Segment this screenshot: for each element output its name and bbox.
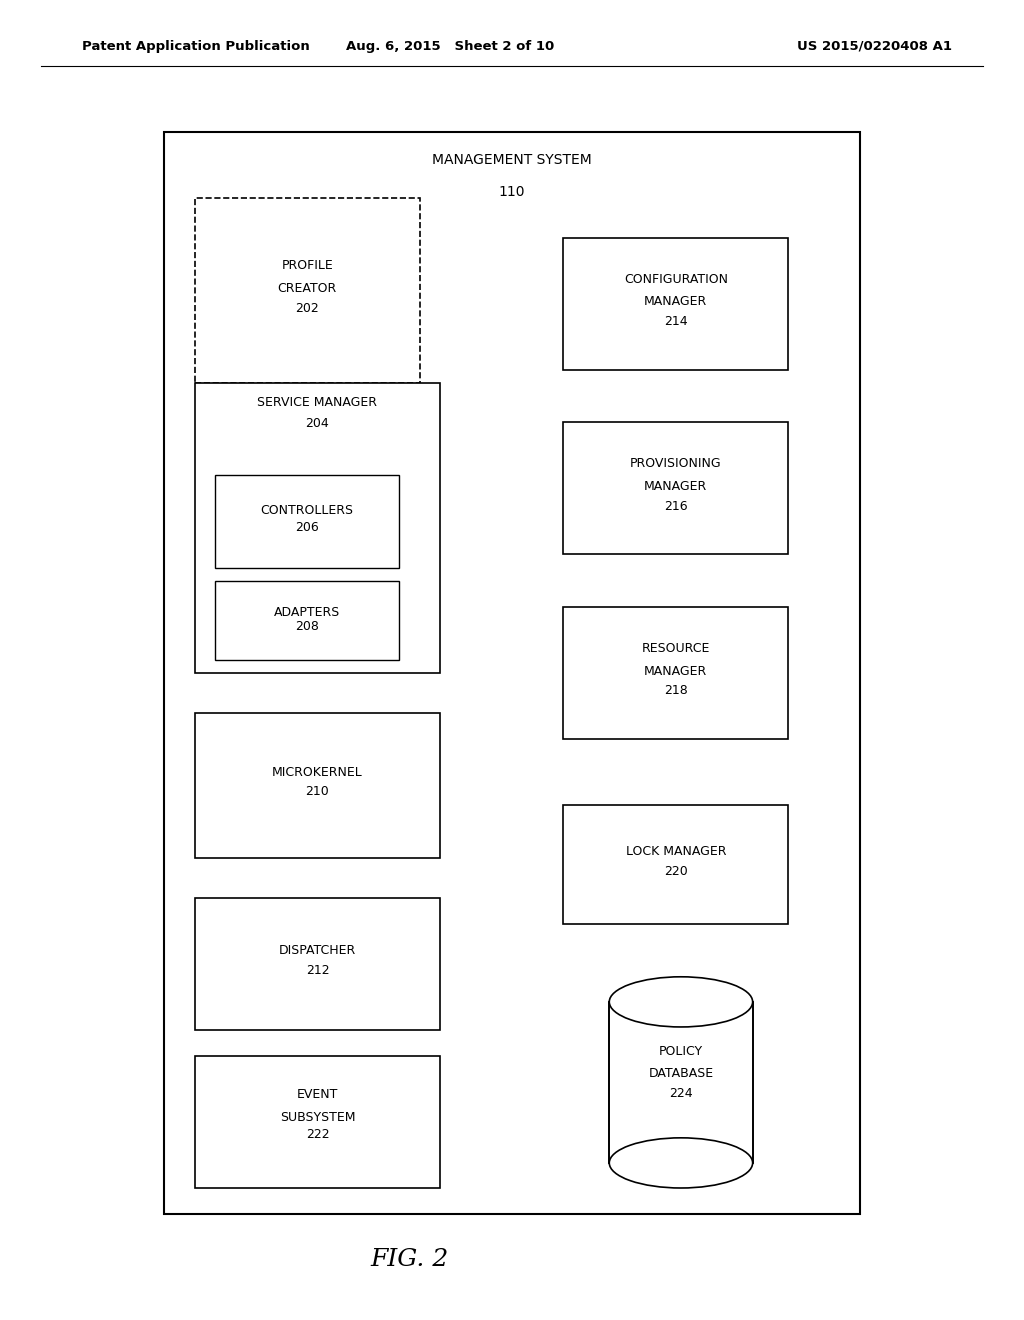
Text: SERVICE MANAGER: SERVICE MANAGER: [257, 396, 378, 409]
Text: 202: 202: [295, 301, 319, 314]
Text: LOCK MANAGER: LOCK MANAGER: [626, 845, 726, 858]
Bar: [164, 132, 860, 1214]
Bar: [195, 383, 440, 673]
Text: 212: 212: [305, 964, 330, 977]
Bar: [215, 581, 399, 660]
Bar: [563, 238, 788, 370]
Bar: [563, 607, 788, 739]
Text: CONFIGURATION: CONFIGURATION: [624, 273, 728, 285]
Text: MANAGER: MANAGER: [644, 480, 708, 492]
Bar: [195, 898, 440, 1030]
Ellipse shape: [609, 1138, 753, 1188]
Text: Aug. 6, 2015   Sheet 2 of 10: Aug. 6, 2015 Sheet 2 of 10: [346, 40, 555, 53]
Text: PROVISIONING: PROVISIONING: [630, 458, 722, 470]
Text: 220: 220: [664, 865, 688, 878]
Text: DATABASE: DATABASE: [648, 1068, 714, 1080]
Text: 208: 208: [295, 620, 319, 634]
Text: EVENT: EVENT: [297, 1089, 338, 1101]
Text: MANAGEMENT SYSTEM: MANAGEMENT SYSTEM: [432, 153, 592, 168]
Text: 222: 222: [305, 1127, 330, 1140]
Text: POLICY: POLICY: [658, 1045, 703, 1057]
Text: RESOURCE: RESOURCE: [642, 643, 710, 655]
Bar: [609, 1002, 753, 1163]
Text: 216: 216: [664, 499, 688, 512]
Bar: [215, 475, 399, 568]
Text: SUBSYSTEM: SUBSYSTEM: [280, 1111, 355, 1123]
Text: CREATOR: CREATOR: [278, 282, 337, 294]
Text: 110: 110: [499, 185, 525, 199]
Text: 224: 224: [669, 1088, 693, 1100]
Text: 218: 218: [664, 685, 688, 697]
Text: Patent Application Publication: Patent Application Publication: [82, 40, 309, 53]
Bar: [563, 805, 788, 924]
Text: 206: 206: [295, 521, 319, 535]
Text: ADAPTERS: ADAPTERS: [274, 606, 340, 619]
Text: MICROKERNEL: MICROKERNEL: [272, 766, 362, 779]
Text: MANAGER: MANAGER: [644, 296, 708, 308]
Bar: [195, 713, 440, 858]
Bar: [195, 1056, 440, 1188]
Bar: [195, 198, 420, 383]
Text: 204: 204: [305, 417, 330, 430]
Bar: [563, 422, 788, 554]
Text: MANAGER: MANAGER: [644, 665, 708, 677]
Text: DISPATCHER: DISPATCHER: [279, 944, 356, 957]
Text: US 2015/0220408 A1: US 2015/0220408 A1: [798, 40, 952, 53]
Text: FIG. 2: FIG. 2: [371, 1247, 449, 1271]
Text: CONTROLLERS: CONTROLLERS: [261, 504, 353, 517]
Text: PROFILE: PROFILE: [282, 260, 333, 272]
Text: 214: 214: [664, 314, 688, 327]
Ellipse shape: [609, 977, 753, 1027]
Text: 210: 210: [305, 785, 330, 799]
